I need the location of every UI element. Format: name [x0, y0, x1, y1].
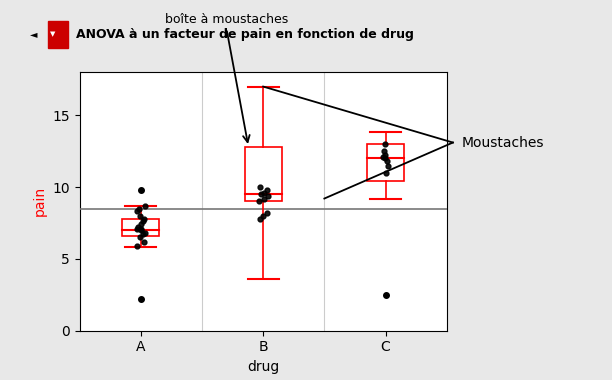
FancyBboxPatch shape — [48, 21, 68, 48]
Y-axis label: pain: pain — [32, 186, 47, 217]
Text: Moustaches: Moustaches — [462, 136, 545, 150]
Text: ◄: ◄ — [29, 29, 37, 39]
Bar — [245, 147, 282, 201]
Text: ANOVA à un facteur de pain en fonction de drug: ANOVA à un facteur de pain en fonction d… — [76, 28, 414, 41]
X-axis label: drug: drug — [247, 360, 279, 374]
Text: ▼: ▼ — [50, 31, 56, 37]
Text: boîte à moustaches: boîte à moustaches — [165, 13, 288, 26]
Bar — [367, 144, 404, 181]
Bar — [122, 218, 159, 236]
